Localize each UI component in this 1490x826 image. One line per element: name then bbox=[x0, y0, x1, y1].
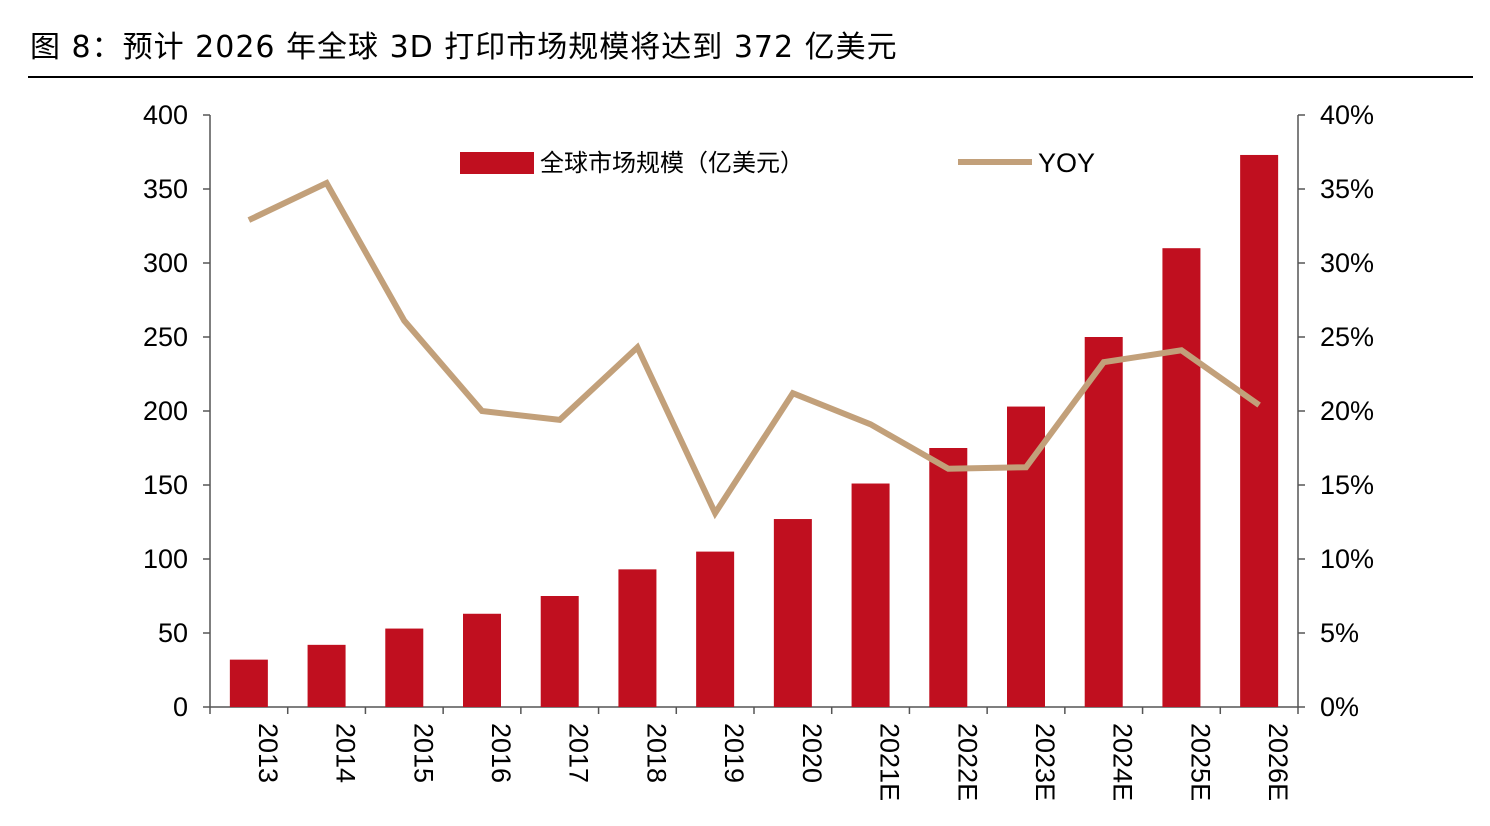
x-tick-label: 2019 bbox=[719, 723, 749, 783]
right-tick-label: 10% bbox=[1320, 544, 1374, 574]
bar bbox=[618, 569, 657, 707]
x-tick-label: 2023E bbox=[1030, 723, 1060, 801]
x-tick-label: 2020 bbox=[797, 723, 827, 783]
bar bbox=[463, 613, 501, 707]
left-tick-label: 400 bbox=[143, 100, 188, 130]
x-tick-label: 2016 bbox=[486, 723, 516, 783]
right-tick-label: 35% bbox=[1320, 174, 1374, 204]
x-tick-label: 2025E bbox=[1185, 723, 1215, 801]
axes: 0 50 100 150 200 250 300 350 400 0% 5% 10% 15% 20% 25%… bbox=[143, 100, 1374, 801]
left-tick-label: 200 bbox=[143, 396, 188, 426]
x-tick-label: 2021E bbox=[875, 723, 905, 801]
yoy-line bbox=[247, 179, 1261, 520]
right-tick-label: 20% bbox=[1320, 396, 1374, 426]
left-tick-label: 150 bbox=[143, 470, 188, 500]
bar bbox=[851, 483, 890, 707]
bar bbox=[1084, 337, 1123, 707]
legend-line-label: YOY bbox=[1038, 148, 1095, 178]
right-tick-label: 5% bbox=[1320, 618, 1359, 648]
bar bbox=[696, 551, 735, 707]
bar bbox=[773, 519, 812, 707]
x-tick-label: 2017 bbox=[564, 723, 594, 783]
bar-series bbox=[229, 154, 1279, 707]
right-tick-label: 25% bbox=[1320, 322, 1374, 352]
title-divider bbox=[28, 76, 1473, 78]
x-tick-label: 2018 bbox=[641, 723, 671, 783]
bar bbox=[540, 596, 579, 707]
bar bbox=[307, 644, 346, 707]
bar bbox=[385, 628, 424, 707]
left-tick-label: 350 bbox=[143, 174, 188, 204]
left-tick-label: 0 bbox=[173, 692, 188, 722]
x-tick-label: 2013 bbox=[253, 723, 283, 783]
x-tick-label: 2024E bbox=[1108, 723, 1138, 801]
line-series bbox=[247, 179, 1261, 520]
right-tick-label: 30% bbox=[1320, 248, 1374, 278]
x-tick-label: 2015 bbox=[408, 723, 438, 783]
x-tick-label: 2014 bbox=[331, 723, 361, 783]
x-tick-label: 2026E bbox=[1263, 723, 1293, 801]
legend: 全球市场规模（亿美元） YOY bbox=[460, 148, 1095, 178]
bar bbox=[1007, 406, 1045, 707]
bar bbox=[929, 448, 968, 707]
bar bbox=[1240, 154, 1279, 707]
left-tick-label: 50 bbox=[158, 618, 188, 648]
right-tick-label: 40% bbox=[1320, 100, 1374, 130]
right-tick-label: 15% bbox=[1320, 470, 1374, 500]
figure-title: 图 8：预计 2026 年全球 3D 打印市场规模将达到 372 亿美元 bbox=[30, 30, 898, 65]
left-tick-label: 300 bbox=[143, 248, 188, 278]
legend-bar-label: 全球市场规模（亿美元） bbox=[540, 149, 804, 177]
left-tick-label: 250 bbox=[143, 322, 188, 352]
bar bbox=[229, 659, 268, 707]
bar bbox=[1162, 248, 1201, 707]
x-tick-label: 2022E bbox=[952, 723, 982, 801]
right-tick-label: 0% bbox=[1320, 692, 1359, 722]
legend-bar-swatch bbox=[460, 152, 534, 174]
left-tick-label: 100 bbox=[143, 544, 188, 574]
